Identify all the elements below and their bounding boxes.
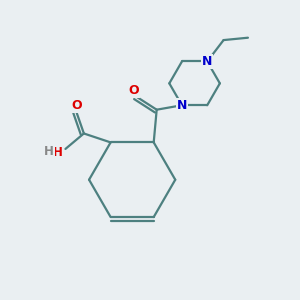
- Text: N: N: [202, 55, 212, 68]
- Text: O: O: [128, 84, 139, 97]
- Text: OH: OH: [43, 146, 63, 159]
- Text: N: N: [177, 99, 187, 112]
- Text: O: O: [72, 99, 82, 112]
- Text: H: H: [44, 146, 54, 158]
